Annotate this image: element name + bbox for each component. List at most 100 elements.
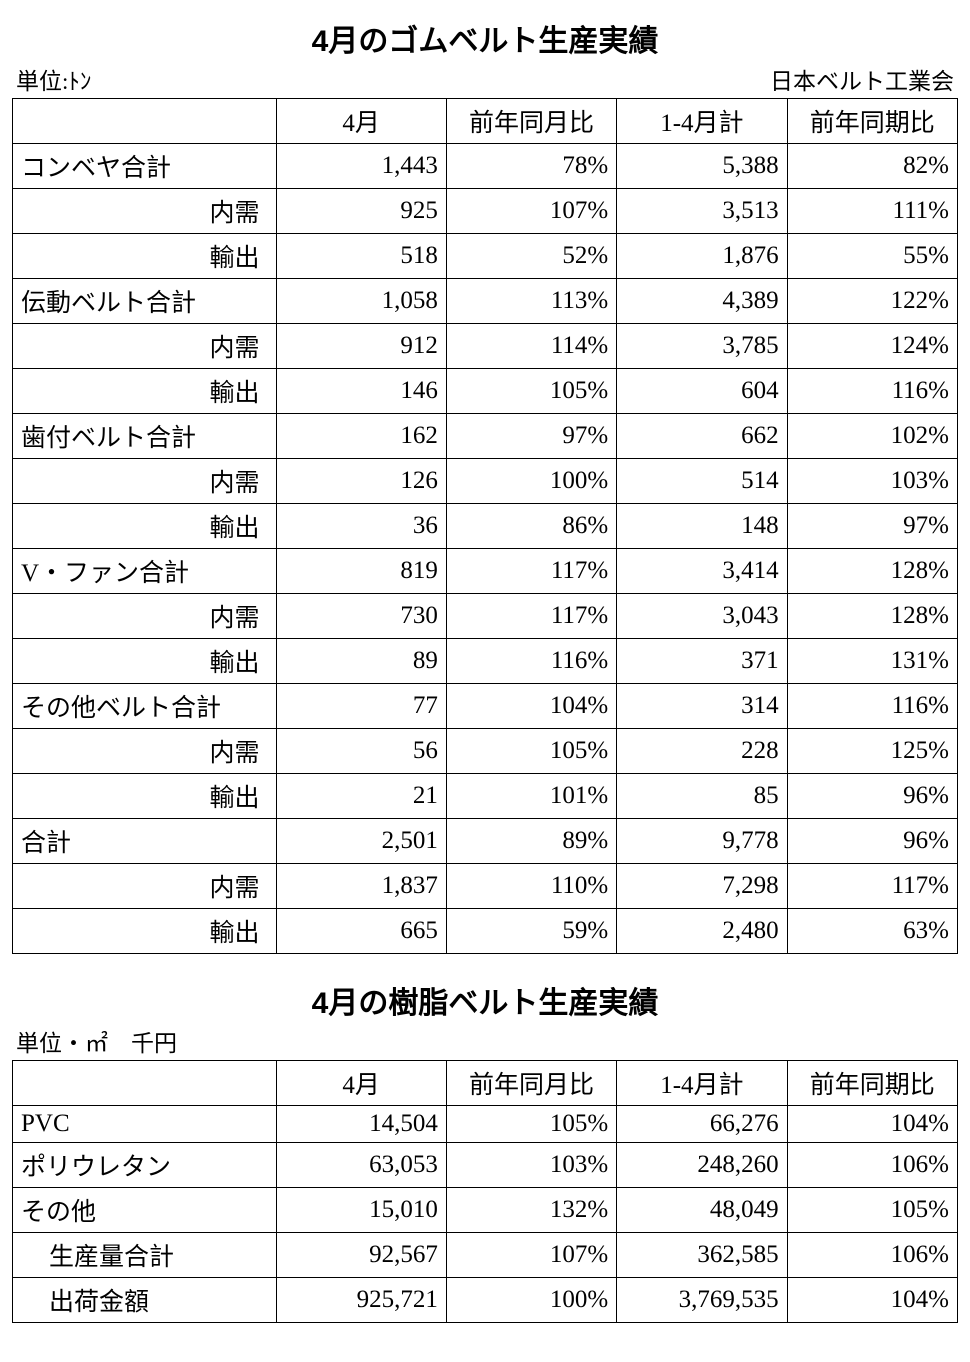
- cell-value: 662: [617, 414, 787, 459]
- table-row: 輸出51852%1,87655%: [13, 234, 958, 279]
- cell-value: 314: [617, 684, 787, 729]
- cell-value: 3,043: [617, 594, 787, 639]
- table-row: 伝動ベルト合計1,058113%4,389122%: [13, 279, 958, 324]
- cell-value: 100%: [446, 459, 616, 504]
- table-row: 内需925107%3,513111%: [13, 189, 958, 234]
- table-row: その他15,010132%48,049105%: [13, 1188, 958, 1233]
- cell-value: 518: [276, 234, 446, 279]
- row-label: 歯付ベルト合計: [13, 414, 277, 459]
- table-row: 合計2,50189%9,77896%: [13, 819, 958, 864]
- cell-value: 1,443: [276, 144, 446, 189]
- cell-value: 105%: [446, 1106, 616, 1143]
- cell-value: 102%: [787, 414, 957, 459]
- cell-value: 126: [276, 459, 446, 504]
- row-label: 内需: [13, 864, 277, 909]
- cell-value: 56: [276, 729, 446, 774]
- row-label: 輸出: [13, 369, 277, 414]
- row-label: その他ベルト合計: [13, 684, 277, 729]
- cell-value: 78%: [446, 144, 616, 189]
- cell-value: 7,298: [617, 864, 787, 909]
- cell-value: 77: [276, 684, 446, 729]
- cell-value: 107%: [446, 189, 616, 234]
- table1-col-3: 1-4月計: [617, 99, 787, 144]
- cell-value: 912: [276, 324, 446, 369]
- cell-value: 116%: [787, 684, 957, 729]
- cell-value: 131%: [787, 639, 957, 684]
- cell-value: 85: [617, 774, 787, 819]
- row-label: 輸出: [13, 774, 277, 819]
- cell-value: 117%: [446, 549, 616, 594]
- row-label: 内需: [13, 729, 277, 774]
- cell-value: 110%: [446, 864, 616, 909]
- cell-value: 89: [276, 639, 446, 684]
- table-row: 輸出66559%2,48063%: [13, 909, 958, 954]
- table-row: PVC14,504105%66,276104%: [13, 1106, 958, 1143]
- table2: 4月 前年同月比 1-4月計 前年同期比 PVC14,504105%66,276…: [12, 1060, 958, 1323]
- table1-meta: 単位:ﾄﾝ 日本ベルト工業会: [12, 62, 958, 96]
- cell-value: 63,053: [276, 1143, 446, 1188]
- cell-value: 128%: [787, 594, 957, 639]
- row-label: V・ファン合計: [13, 549, 277, 594]
- cell-value: 819: [276, 549, 446, 594]
- cell-value: 105%: [787, 1188, 957, 1233]
- table-row: 輸出3686%14897%: [13, 504, 958, 549]
- cell-value: 4,389: [617, 279, 787, 324]
- row-label: 輸出: [13, 504, 277, 549]
- cell-value: 116%: [787, 369, 957, 414]
- cell-value: 146: [276, 369, 446, 414]
- cell-value: 665: [276, 909, 446, 954]
- cell-value: 104%: [787, 1278, 957, 1323]
- cell-value: 3,785: [617, 324, 787, 369]
- row-label: 内需: [13, 189, 277, 234]
- cell-value: 14,504: [276, 1106, 446, 1143]
- table1-unit-label: 単位:ﾄﾝ: [16, 62, 91, 96]
- cell-value: 55%: [787, 234, 957, 279]
- cell-value: 1,876: [617, 234, 787, 279]
- cell-value: 106%: [787, 1233, 957, 1278]
- cell-value: 63%: [787, 909, 957, 954]
- table2-col-1: 4月: [276, 1061, 446, 1106]
- cell-value: 125%: [787, 729, 957, 774]
- row-label: 輸出: [13, 639, 277, 684]
- cell-value: 1,058: [276, 279, 446, 324]
- cell-value: 117%: [446, 594, 616, 639]
- cell-value: 96%: [787, 774, 957, 819]
- row-label: 輸出: [13, 234, 277, 279]
- cell-value: 86%: [446, 504, 616, 549]
- cell-value: 104%: [787, 1106, 957, 1143]
- table-row: 内需56105%228125%: [13, 729, 958, 774]
- table1-title: 4月のゴムベルト生産実績: [12, 16, 958, 60]
- cell-value: 162: [276, 414, 446, 459]
- table1-col-1: 4月: [276, 99, 446, 144]
- table-row: ポリウレタン63,053103%248,260106%: [13, 1143, 958, 1188]
- table-row: コンベヤ合計1,44378%5,38882%: [13, 144, 958, 189]
- table1-col-0: [13, 99, 277, 144]
- cell-value: 36: [276, 504, 446, 549]
- row-label: 出荷金額: [13, 1278, 277, 1323]
- cell-value: 107%: [446, 1233, 616, 1278]
- table-row: 内需912114%3,785124%: [13, 324, 958, 369]
- cell-value: 3,769,535: [617, 1278, 787, 1323]
- cell-value: 101%: [446, 774, 616, 819]
- cell-value: 97%: [446, 414, 616, 459]
- cell-value: 730: [276, 594, 446, 639]
- table-row: 歯付ベルト合計16297%662102%: [13, 414, 958, 459]
- cell-value: 3,414: [617, 549, 787, 594]
- cell-value: 9,778: [617, 819, 787, 864]
- table1-header-row: 4月 前年同月比 1-4月計 前年同期比: [13, 99, 958, 144]
- table-row: 出荷金額925,721100%3,769,535104%: [13, 1278, 958, 1323]
- table-row: 内需126100%514103%: [13, 459, 958, 504]
- table2-header-row: 4月 前年同月比 1-4月計 前年同期比: [13, 1061, 958, 1106]
- cell-value: 103%: [446, 1143, 616, 1188]
- cell-value: 48,049: [617, 1188, 787, 1233]
- cell-value: 92,567: [276, 1233, 446, 1278]
- row-label: その他: [13, 1188, 277, 1233]
- cell-value: 2,480: [617, 909, 787, 954]
- cell-value: 514: [617, 459, 787, 504]
- row-label: 輸出: [13, 909, 277, 954]
- cell-value: 3,513: [617, 189, 787, 234]
- cell-value: 362,585: [617, 1233, 787, 1278]
- cell-value: 15,010: [276, 1188, 446, 1233]
- row-label: 内需: [13, 324, 277, 369]
- row-label: PVC: [13, 1106, 277, 1143]
